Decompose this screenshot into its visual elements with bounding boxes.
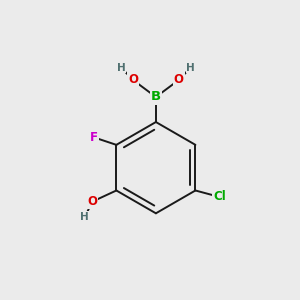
Text: F: F <box>90 131 98 144</box>
Text: H: H <box>80 212 89 222</box>
Text: B: B <box>151 91 161 103</box>
Text: Cl: Cl <box>213 190 226 203</box>
Text: O: O <box>174 74 184 86</box>
Text: O: O <box>87 195 97 208</box>
Text: H: H <box>186 63 195 73</box>
Text: O: O <box>128 74 138 86</box>
Text: H: H <box>117 63 125 73</box>
